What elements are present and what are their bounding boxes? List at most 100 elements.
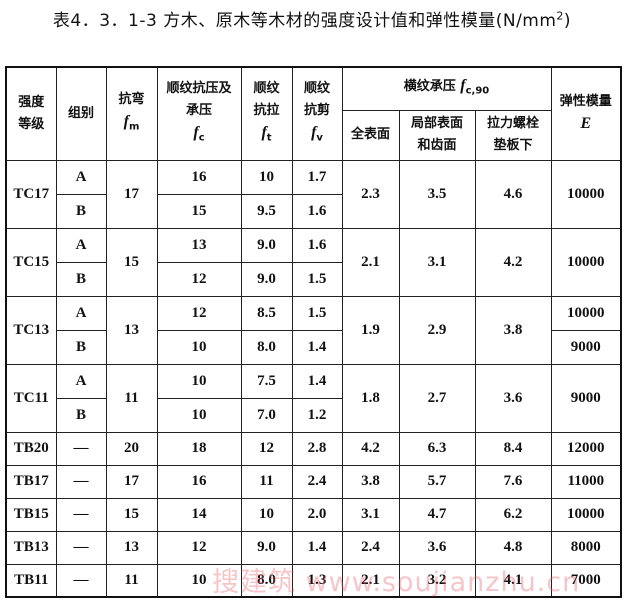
header-modulus: 弹性模量 E	[550, 66, 622, 161]
header-grade: 强度等级	[5, 66, 57, 161]
header-cross: 横纹承压 fc,90	[341, 66, 552, 111]
table-row: B 12 9.0 1.5	[6, 261, 621, 297]
fc-cell: 12	[156, 530, 242, 565]
ft-cell: 8.0	[240, 329, 293, 365]
full-cell: 4.2	[341, 431, 400, 466]
ft-cell: 9.0	[240, 530, 293, 565]
cross-full-cell: 1.8	[341, 363, 400, 433]
local-cell: 6.3	[398, 431, 476, 466]
cross-bolt-cell: 3.6	[474, 363, 552, 433]
ft-cell: 12	[240, 431, 293, 466]
grade-cell: TB13	[5, 530, 57, 565]
fm-cell: 17	[105, 159, 158, 229]
fc-cell: 15	[156, 193, 242, 229]
fm-cell: 17	[105, 464, 158, 499]
ft-cell: 7.5	[240, 363, 293, 399]
fm-cell: 20	[105, 431, 158, 466]
fv-cell: 1.4	[291, 329, 343, 365]
table-row: B 10 8.0 1.4 9000	[6, 329, 622, 365]
fc-cell: 10	[156, 363, 242, 399]
fc-cell: 12	[156, 261, 242, 297]
bolt-cell: 8.4	[474, 431, 552, 466]
group-cell: B	[55, 329, 107, 365]
grade-cell: TC13	[5, 295, 57, 365]
E-cell: 12000	[550, 431, 622, 466]
local-cell: 3.2	[398, 563, 476, 598]
grade-cell: TC17	[5, 159, 57, 229]
grade-cell: TB17	[5, 464, 57, 499]
grade-cell: TB20	[5, 431, 57, 466]
fv-cell: 2.8	[291, 431, 343, 466]
fv-cell: 1.4	[291, 363, 343, 399]
fc-cell: 10	[156, 563, 242, 598]
fm-cell: 13	[105, 295, 158, 365]
table-row: TB17—17 16 11 2.4 3.8 5.7 7.6 11000	[5, 464, 622, 499]
modulus-cell: 9000	[550, 363, 622, 433]
table-row: TB11—11 10 8.0 1.3 2.1 3.2 4.1 7000	[5, 563, 622, 598]
group-cell: —	[55, 431, 107, 466]
local-cell: 4.7	[398, 497, 476, 532]
full-cell: 3.1	[341, 497, 400, 532]
fv-cell: 2.4	[291, 464, 343, 499]
fc-cell: 10	[156, 329, 242, 365]
cross-local-cell: 3.1	[398, 227, 476, 297]
header-shear: 顺纹抗剪 fv	[291, 66, 343, 161]
header-cross-bolt: 拉力螺栓垫板下	[474, 109, 552, 161]
cross-local-cell: 3.5	[398, 159, 476, 229]
fc-cell: 16	[156, 464, 242, 499]
header-compression: 顺纹抗压及承压 fc	[156, 66, 242, 161]
table-row: TC11 A 11 10 7.5 1.4 1.8 2.7 3.6 9000	[5, 363, 622, 433]
fm-cell: 11	[105, 363, 158, 433]
fm-cell: 13	[105, 530, 158, 565]
group-cell: —	[55, 464, 107, 499]
header-bending: 抗弯 fm	[105, 66, 158, 161]
cross-local-cell: 2.9	[398, 295, 476, 365]
fm-cell: 11	[105, 563, 158, 598]
header-cross-local: 局部表面和齿面	[398, 109, 476, 161]
group-cell: B	[55, 193, 107, 229]
ft-cell: 9.5	[240, 193, 293, 229]
bolt-cell: 4.1	[474, 563, 552, 598]
group-cell: B	[55, 261, 107, 297]
E-cell: 11000	[550, 464, 622, 499]
fv-cell: 1.2	[291, 397, 343, 433]
cross-full-cell: 1.9	[341, 295, 400, 365]
fc-cell: 16	[156, 159, 242, 195]
ft-cell: 9.0	[240, 227, 293, 263]
table-row: TB15—15 14 10 2.0 3.1 4.7 6.2 10000	[5, 497, 622, 532]
header-group: 组别	[55, 66, 107, 161]
group-cell: A	[55, 159, 107, 195]
modulus-cell: 10000	[550, 159, 622, 229]
cross-local-cell: 2.7	[398, 363, 476, 433]
group-cell: —	[55, 563, 107, 598]
group-cell: —	[55, 497, 107, 532]
ft-cell: 9.0	[240, 261, 293, 297]
ft-cell: 10	[240, 159, 293, 195]
fm-cell: 15	[105, 497, 158, 532]
full-cell: 3.8	[341, 464, 400, 499]
ft-cell: 10	[240, 497, 293, 532]
group-cell: A	[55, 295, 107, 331]
grade-cell: TB11	[5, 563, 57, 598]
modulus-cell: 10000	[550, 227, 622, 297]
fv-cell: 1.7	[291, 159, 343, 195]
grade-cell: TB15	[5, 497, 57, 532]
fc-cell: 10	[156, 397, 242, 433]
cross-full-cell: 2.1	[341, 227, 400, 297]
fc-cell: 18	[156, 431, 242, 466]
ft-cell: 11	[240, 464, 293, 499]
local-cell: 3.6	[398, 530, 476, 565]
modulus-cell: 10000	[550, 295, 622, 331]
fc-cell: 12	[156, 295, 242, 331]
table-row: TB13—13 12 9.0 1.4 2.4 3.6 4.8 8000	[5, 530, 622, 565]
fv-cell: 1.4	[291, 530, 343, 565]
cross-full-cell: 2.3	[341, 159, 400, 229]
fc-cell: 14	[156, 497, 242, 532]
fv-cell: 2.0	[291, 497, 343, 532]
E-cell: 10000	[550, 497, 622, 532]
fv-cell: 1.5	[291, 295, 343, 331]
ft-cell: 8.0	[240, 563, 293, 598]
group-cell: —	[55, 530, 107, 565]
table-row: TC15 A 15 13 9.0 1.6 2.1 3.1 4.2 10000	[5, 227, 622, 297]
bolt-cell: 7.6	[474, 464, 552, 499]
